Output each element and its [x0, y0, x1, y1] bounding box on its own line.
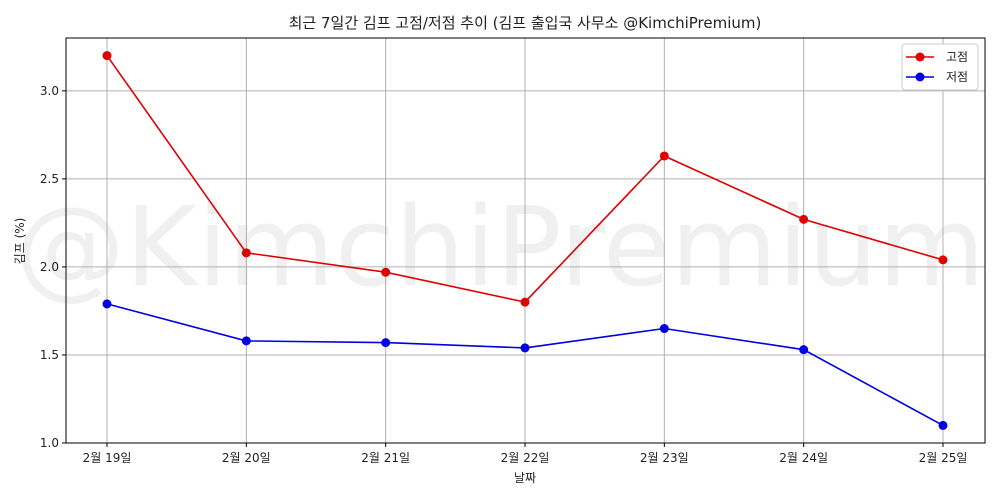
- legend-marker: [915, 52, 925, 62]
- data-point-high: [381, 267, 391, 277]
- y-tick-label: 2.5: [40, 172, 59, 186]
- y-tick-label: 1.5: [40, 348, 59, 362]
- y-axis-label: 김프 (%): [13, 218, 27, 265]
- data-point-low: [381, 338, 391, 348]
- data-point-high: [102, 51, 112, 61]
- y-tick-label: 1.0: [40, 436, 59, 450]
- chart-title: 최근 7일간 김프 고점/저점 추이 (김프 출입국 사무소 @KimchiPr…: [289, 14, 762, 32]
- legend-label: 저점: [946, 70, 968, 84]
- x-tick-label: 2월 25일: [919, 451, 968, 465]
- x-tick-label: 2월 24일: [779, 451, 828, 465]
- x-tick-label: 2월 19일: [83, 451, 132, 465]
- x-tick-label: 2월 20일: [222, 451, 271, 465]
- data-point-low: [520, 343, 530, 353]
- data-point-low: [799, 345, 809, 355]
- data-point-low: [938, 420, 948, 430]
- y-tick-label: 2.0: [40, 260, 59, 274]
- x-axis: 2월 19일 2월 20일 2월 21일 2월 22일 2월 23일 2월 24일 2월 2…: [83, 443, 968, 465]
- x-tick-label: 2월 21일: [361, 451, 410, 465]
- legend-label: 고점: [946, 50, 968, 64]
- series-group: [102, 51, 948, 430]
- data-point-low: [241, 336, 251, 346]
- data-point-high: [938, 255, 948, 265]
- data-point-high: [799, 214, 809, 224]
- watermark: @KimchiPremium: [15, 183, 985, 311]
- data-point-high: [241, 248, 251, 258]
- data-point-high: [659, 151, 669, 161]
- grid: [66, 38, 985, 444]
- x-tick-label: 2월 22일: [501, 451, 550, 465]
- data-point-high: [520, 297, 530, 307]
- y-tick-label: 3.0: [40, 84, 59, 98]
- legend-marker: [915, 72, 925, 82]
- x-tick-label: 2월 23일: [640, 451, 689, 465]
- data-point-low: [659, 324, 669, 334]
- data-point-low: [102, 299, 112, 309]
- y-axis: 1.0 1.5 2.0 2.5 3.0: [40, 84, 66, 450]
- x-axis-label: 날짜: [514, 471, 536, 485]
